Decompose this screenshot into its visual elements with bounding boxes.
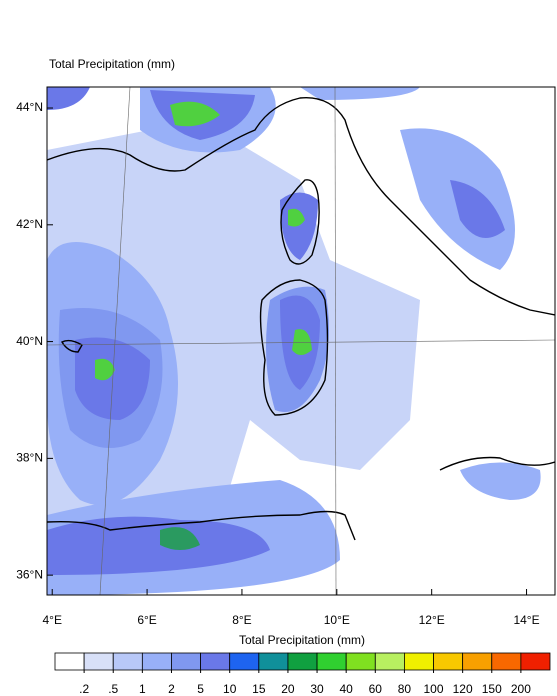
colorbar-label: 15	[252, 682, 266, 696]
colorbar-swatch	[404, 652, 434, 671]
colorbar-label: 60	[369, 682, 383, 696]
colorbar-swatch	[258, 652, 289, 671]
colorbar-label: 5	[197, 682, 204, 696]
colorbar-label: 150	[482, 682, 502, 696]
colorbar-swatch	[491, 652, 522, 671]
colorbar-swatch	[462, 652, 493, 671]
precip-field	[47, 87, 555, 595]
colorbar-swatch	[112, 652, 143, 671]
colorbar-label: 10	[223, 682, 237, 696]
x-tick-label: 8°E	[232, 613, 251, 627]
y-tick-label: 38°N	[16, 451, 43, 465]
colorbar-swatch	[83, 652, 114, 671]
y-tick-label: 36°N	[16, 567, 43, 581]
colorbar-swatch	[287, 652, 318, 671]
x-tick-label: 10°E	[324, 613, 350, 627]
map-title: Total Precipitation (mm)	[49, 57, 175, 71]
colorbar-swatch	[229, 652, 260, 671]
colorbar-swatch	[374, 652, 405, 671]
x-tick-label: 6°E	[137, 613, 156, 627]
colorbar-label: 120	[453, 682, 473, 696]
y-tick-label: 44°N	[16, 100, 43, 114]
colorbar-title: Total Precipitation (mm)	[239, 633, 365, 647]
map-frame	[46, 86, 556, 596]
colorbar-swatch	[433, 652, 464, 671]
colorbar-label: 30	[310, 682, 324, 696]
colorbar-label: 1	[139, 682, 146, 696]
colorbar-label: .2	[79, 682, 89, 696]
colorbar-swatch	[54, 652, 85, 671]
colorbar-swatch	[520, 652, 551, 671]
x-tick-label: 4°E	[42, 613, 61, 627]
colorbar-label: 80	[398, 682, 412, 696]
y-tick-label: 42°N	[16, 217, 43, 231]
graticule	[47, 87, 555, 595]
x-tick-label: 12°E	[419, 613, 445, 627]
y-tick-label: 40°N	[16, 334, 43, 348]
colorbar-label: 100	[424, 682, 444, 696]
colorbar-swatch	[171, 652, 201, 671]
colorbar-swatch	[200, 652, 231, 671]
colorbar-label: 40	[339, 682, 353, 696]
x-tick-label: 14°E	[513, 613, 539, 627]
colorbar-label: 2	[168, 682, 175, 696]
colorbar-label: 200	[511, 682, 531, 696]
colorbar-swatch	[316, 652, 347, 671]
colorbar-label: 20	[281, 682, 295, 696]
colorbar-label: .5	[108, 682, 118, 696]
colorbar-swatch	[345, 652, 376, 671]
colorbar-swatch	[141, 652, 172, 671]
